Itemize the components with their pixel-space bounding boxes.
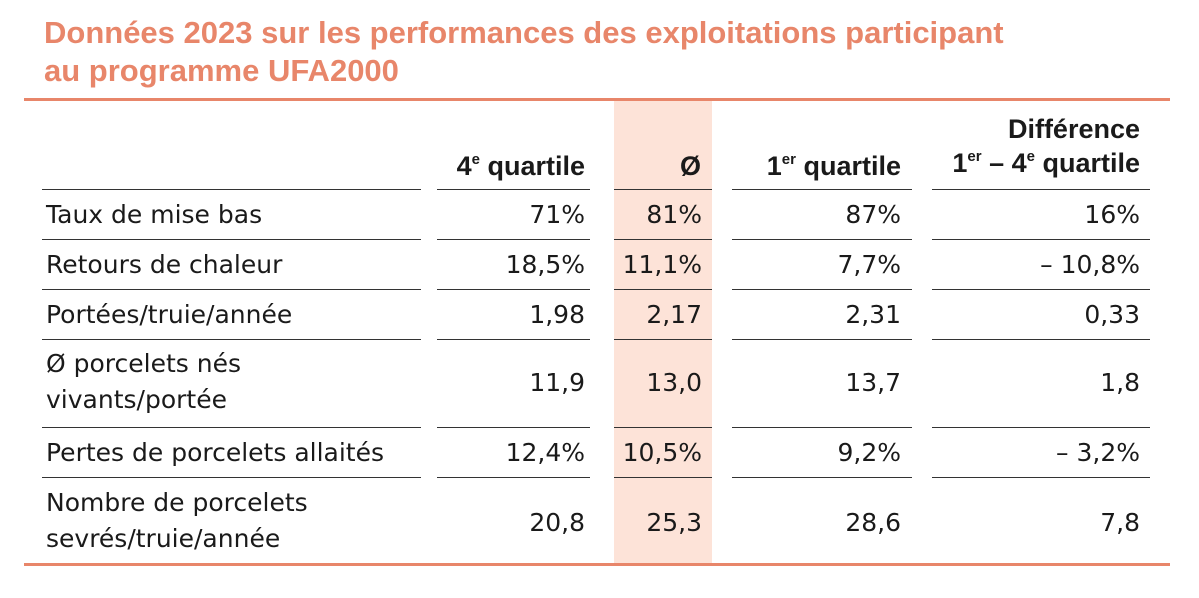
cell-avg-3: 13,0	[646, 368, 702, 397]
row-separator	[932, 239, 1150, 240]
row-separator	[42, 427, 421, 428]
cell-q4-1: 18,5%	[505, 250, 585, 279]
cell-diff-0: 16%	[1084, 200, 1140, 229]
cell-q4-2: 1,98	[529, 300, 585, 329]
row-label-0: Taux de mise bas	[46, 200, 263, 229]
row-separator	[437, 189, 590, 190]
row-label-1: Retours de chaleur	[46, 250, 283, 279]
cell-diff-5: 7,8	[1100, 508, 1140, 537]
row-separator	[614, 189, 712, 190]
header-q4: 4e quartile	[456, 151, 585, 181]
average-column-band	[614, 101, 712, 563]
row-separator	[614, 289, 712, 290]
row-separator	[437, 477, 590, 478]
row-separator	[932, 189, 1150, 190]
cell-avg-1: 11,1%	[622, 250, 702, 279]
cell-diff-2: 0,33	[1084, 300, 1140, 329]
cell-avg-2: 2,17	[646, 300, 702, 329]
title-line-2: au programme UFA2000	[44, 53, 399, 88]
row-separator	[732, 339, 912, 340]
row-separator	[732, 289, 912, 290]
bottom-rule	[24, 563, 1170, 566]
row-label-4: Pertes de porcelets allaités	[46, 438, 385, 467]
row-separator	[614, 339, 712, 340]
cell-q1-1: 7,7%	[837, 250, 901, 279]
row-separator	[732, 477, 912, 478]
row-label-3: Ø porcelets nés vivants/portée	[46, 349, 241, 414]
header-q1: 1er quartile	[766, 151, 901, 181]
row-separator	[732, 239, 912, 240]
cell-diff-1: – 10,8%	[1040, 250, 1140, 279]
cell-q4-3: 11,9	[529, 368, 585, 397]
row-label-5: Nombre de porcelets sevrés/truie/année	[46, 488, 308, 553]
row-label-2: Portées/truie/année	[46, 300, 293, 329]
cell-diff-3: 1,8	[1100, 368, 1140, 397]
page-title: Données 2023 sur les performances des ex…	[44, 14, 1004, 90]
cell-q1-4: 9,2%	[837, 438, 901, 467]
row-separator	[732, 189, 912, 190]
cell-avg-5: 25,3	[646, 508, 702, 537]
title-line-1: Données 2023 sur les performances des ex…	[44, 15, 1004, 50]
cell-q4-4: 12,4%	[505, 438, 585, 467]
cell-q4-0: 71%	[529, 200, 585, 229]
row-separator	[932, 339, 1150, 340]
top-rule	[24, 98, 1170, 101]
row-separator	[42, 477, 421, 478]
row-separator	[437, 339, 590, 340]
cell-avg-0: 81%	[646, 200, 702, 229]
row-separator	[437, 239, 590, 240]
row-separator	[42, 189, 421, 190]
header-diff: Différence 1er – 4e quartile	[952, 114, 1140, 178]
row-separator	[932, 427, 1150, 428]
cell-avg-4: 10,5%	[622, 438, 702, 467]
row-separator	[614, 477, 712, 478]
cell-q1-0: 87%	[845, 200, 901, 229]
row-separator	[437, 427, 590, 428]
row-separator	[932, 289, 1150, 290]
cell-q1-3: 13,7	[845, 368, 901, 397]
row-separator	[42, 239, 421, 240]
row-separator	[614, 239, 712, 240]
cell-q1-2: 2,31	[845, 300, 901, 329]
row-separator	[42, 289, 421, 290]
row-separator	[932, 477, 1150, 478]
cell-diff-4: – 3,2%	[1056, 438, 1140, 467]
row-separator	[732, 427, 912, 428]
row-separator	[437, 289, 590, 290]
cell-q1-5: 28,6	[845, 508, 901, 537]
cell-q4-5: 20,8	[529, 508, 585, 537]
header-avg: Ø	[679, 151, 701, 181]
row-separator	[42, 339, 421, 340]
row-separator	[614, 427, 712, 428]
